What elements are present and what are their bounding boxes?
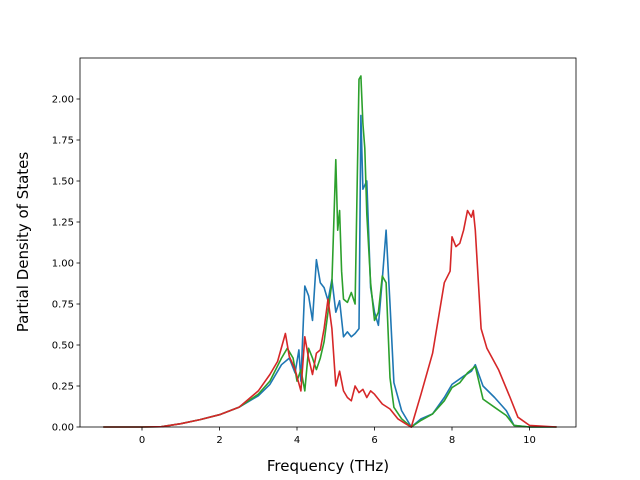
x-tick-label: 2: [216, 435, 222, 446]
y-tick-label: 1.75: [52, 136, 74, 147]
series-line-3: [103, 209, 557, 428]
x-tick-label: 4: [294, 435, 300, 446]
y-tick-label: 1.25: [52, 218, 74, 229]
y-tick-label: 0.00: [52, 423, 74, 434]
x-axis-title: Frequency (THz): [267, 457, 389, 475]
series-line-1: [103, 114, 557, 428]
x-tick-label: 8: [449, 435, 455, 446]
y-tick-label: 1.50: [52, 177, 74, 188]
series-layer: [103, 75, 557, 428]
y-axis-title: Partial Density of States: [14, 152, 32, 333]
y-tick-label: 0.25: [52, 382, 74, 393]
plot-area: [80, 58, 576, 427]
x-tick-label: 10: [523, 435, 536, 446]
x-axis-ticks: 0 2 4 6 8 10: [139, 427, 536, 446]
y-tick-label: 2.00: [52, 95, 74, 106]
x-tick-label: 0: [139, 435, 145, 446]
y-tick-label: 0.50: [52, 341, 74, 352]
y-axis-ticks: 0.00 0.25 0.50 0.75 1.00 1.25 1.50 1.75 2.00: [52, 95, 80, 434]
y-tick-label: 1.00: [52, 259, 74, 270]
series-line-2: [103, 75, 557, 428]
y-tick-label: 0.75: [52, 300, 74, 311]
axes-frame: [79, 57, 577, 428]
x-tick-label: 6: [371, 435, 377, 446]
